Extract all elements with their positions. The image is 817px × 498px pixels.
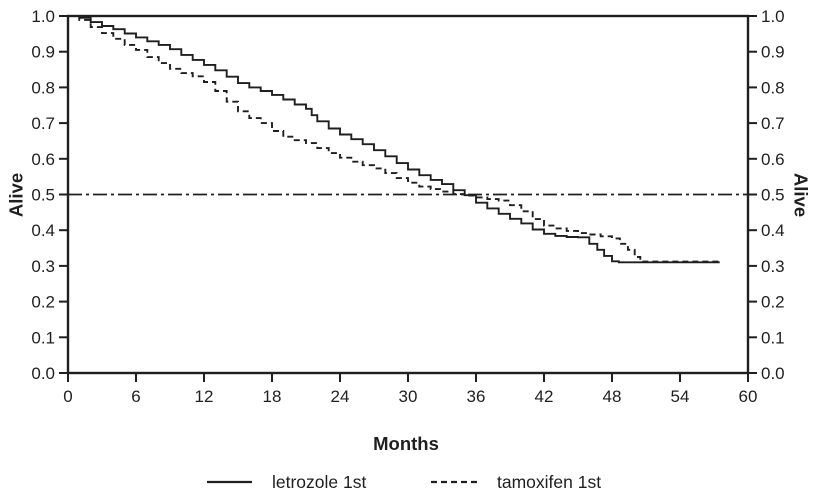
x-axis-tick-label: 36 (467, 387, 486, 406)
y-axis-tick-label-right: 0.6 (761, 150, 785, 169)
legend: letrozole 1st tamoxifen 1st (207, 472, 601, 492)
y-axis-tick-label-right: 0.3 (761, 257, 785, 276)
y-axis-tick-label-right: 0.8 (761, 78, 785, 97)
y-axis-tick-label-right: 0.4 (761, 221, 785, 240)
y-axis-tick-label-left: 0.5 (31, 186, 55, 205)
x-axis-tick-label: 0 (63, 387, 72, 406)
plot-area: 0 6 12 18 24 30 36 42 48 54 600.0 0.00.1 0.10.2 0.20.… (31, 7, 784, 406)
y-axis-tick-label-left: 0.4 (31, 221, 55, 240)
x-axis-tick-label: 54 (671, 387, 690, 406)
legend-label-tamoxifen: tamoxifen 1st (497, 472, 601, 492)
y-axis-tick-label-right: 0.7 (761, 114, 785, 133)
y-axis-tick-label-right: 0.2 (761, 293, 785, 312)
y-axis-tick-label-right: 0.0 (761, 364, 785, 383)
y-axis-tick-label-left: 0.9 (31, 43, 55, 62)
series-curve-tamoxifen (68, 15, 721, 263)
x-axis-tick-label: 18 (263, 387, 282, 406)
y-axis-tick-label-left: 0.6 (31, 150, 55, 169)
x-axis-tick-label: 30 (399, 387, 418, 406)
y-axis-tick-label-left: 0.7 (31, 114, 55, 133)
x-axis-tick-label: 12 (195, 387, 214, 406)
series-curve-letrozole (68, 15, 720, 264)
y-axis-tick-label-right: 0.9 (761, 43, 785, 62)
y-axis-title-right: Alive (791, 173, 812, 217)
x-axis-tick-label: 60 (739, 387, 758, 406)
y-axis-tick-label-left: 0.0 (31, 364, 55, 383)
y-axis-title-left: Alive (5, 173, 26, 217)
x-axis-tick-label: 6 (131, 387, 140, 406)
legend-label-letrozole: letrozole 1st (272, 472, 366, 492)
x-axis-tick-label: 24 (331, 387, 350, 406)
y-axis-tick-label-left: 0.8 (31, 78, 55, 97)
y-axis-tick-label-left: 0.3 (31, 257, 55, 276)
y-axis-tick-label-left: 0.1 (31, 328, 55, 347)
y-axis-tick-label-left: 0.2 (31, 293, 55, 312)
x-axis-tick-label: 42 (535, 387, 554, 406)
y-axis-tick-label-right: 0.5 (761, 186, 785, 205)
x-axis-title: Months (373, 433, 439, 454)
y-axis-tick-label-right: 0.1 (761, 328, 785, 347)
y-axis-tick-label-left: 1.0 (31, 7, 55, 26)
y-axis-tick-label-right: 1.0 (761, 7, 785, 26)
x-axis-tick-label: 48 (603, 387, 622, 406)
